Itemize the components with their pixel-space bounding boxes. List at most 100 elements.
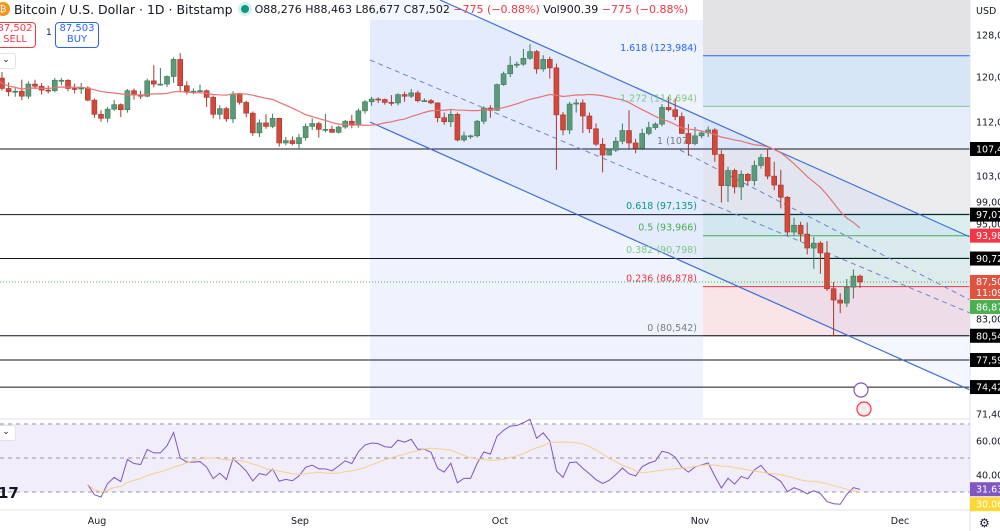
price-tag-bg [970, 274, 1000, 299]
candle [381, 99, 388, 103]
price-axis-label: 128,0 [976, 31, 1000, 42]
fib-zone [703, 286, 970, 336]
price-axis-label: 71,40 [976, 409, 1000, 420]
candle [223, 108, 230, 120]
candle [12, 90, 18, 93]
moving-average-line [0, 80, 861, 229]
fib-extension-left-area [370, 20, 703, 418]
candle [711, 129, 718, 155]
price-tag-bg [970, 353, 1000, 368]
channel-upper-line[interactable] [439, 0, 971, 238]
price-axis-label: 112,0 [976, 117, 1000, 128]
price-tag: 77,59 [976, 356, 1000, 367]
fib-zone [703, 106, 970, 150]
sell-button[interactable]: 87,502 SELL [0, 22, 36, 48]
candle [250, 112, 256, 134]
bitcoin-icon: ₿ [0, 2, 10, 16]
candle [751, 165, 758, 181]
buy-price: 87,503 [59, 23, 95, 34]
price-tag: 107,4 [976, 145, 1000, 156]
candle [586, 115, 593, 130]
candle [395, 94, 401, 104]
collapse-indicators-chevron-icon[interactable]: ⌄ [0, 53, 16, 69]
last-price-tag: 87,50 [976, 277, 1000, 288]
candle [414, 92, 421, 101]
candle [322, 129, 329, 131]
rsi-tag-bg [970, 497, 1000, 512]
buy-label: BUY [66, 34, 88, 45]
candle [276, 118, 283, 144]
candle [672, 109, 679, 117]
candle [217, 108, 223, 115]
us-flag-economic-event-icon[interactable] [856, 401, 872, 417]
price-axis-label: 120,0 [976, 73, 1000, 84]
candle [810, 242, 817, 249]
volume-change-value: −775 (−0.88%) [601, 2, 689, 16]
symbol-title[interactable]: Bitcoin / U.S. Dollar · 1D · Bitstamp [14, 1, 233, 17]
price-tag-bg [970, 228, 1000, 243]
candle [652, 123, 659, 128]
candle [5, 88, 12, 93]
candle [678, 116, 685, 134]
price-tag-bg [970, 207, 1000, 222]
candle [388, 102, 395, 104]
candle [731, 170, 738, 188]
price-axis-label: 95,00 [976, 220, 1000, 231]
candle [797, 224, 804, 235]
fib-level-label: 0.236 (86,878) [626, 274, 697, 285]
candle [494, 84, 500, 111]
trade-quantity[interactable]: 1 [46, 28, 52, 38]
candle [157, 83, 164, 86]
market-status-dot [240, 5, 249, 13]
candle [51, 79, 58, 91]
price-tag-bg [970, 251, 1000, 266]
candle [256, 122, 263, 134]
candle [282, 140, 289, 144]
lightning-event-icon[interactable] [853, 382, 869, 398]
candle [645, 127, 652, 134]
candle [236, 93, 243, 103]
candle [573, 102, 580, 105]
candle [738, 173, 745, 188]
candle [104, 108, 111, 119]
candle [58, 79, 65, 82]
candle [665, 107, 672, 111]
sell-price: 87,502 [0, 23, 33, 34]
price-axis-label: 99,00 [976, 197, 1000, 208]
candle [32, 83, 38, 87]
candle [626, 130, 632, 144]
candle [164, 76, 170, 85]
candle [837, 299, 844, 304]
price-tag: 93,98 [976, 231, 1000, 242]
rsi-line [87, 418, 861, 505]
price-tag: 80,54 [976, 331, 1000, 342]
time-axis-label: Sep [291, 516, 309, 527]
price-tag: 90,72 [976, 254, 1000, 265]
channel-lower-line[interactable] [369, 121, 971, 391]
candle [441, 117, 448, 123]
candle [593, 128, 599, 145]
fib-level-label: 0 (80,542) [647, 323, 697, 334]
time-axis-label: Dec [891, 516, 909, 527]
candle [428, 100, 434, 104]
candle [500, 73, 507, 85]
time-axis-label: Nov [691, 516, 710, 527]
candle [764, 157, 771, 177]
candle [830, 288, 837, 301]
candle [619, 130, 626, 142]
candle [560, 114, 566, 131]
collapse-rsi-chevron-icon[interactable]: ⌄ [0, 425, 16, 441]
candle [230, 93, 236, 120]
candle [309, 123, 316, 127]
candle [843, 286, 850, 304]
candle [817, 242, 824, 254]
sell-label: SELL [3, 34, 27, 45]
candle [362, 101, 368, 112]
candle [118, 104, 124, 111]
candle [579, 102, 586, 117]
gear-icon[interactable]: ⚙ [979, 516, 990, 530]
fib-zone [703, 235, 970, 258]
candle [824, 252, 830, 290]
buy-button[interactable]: 87,503 BUY [55, 22, 99, 48]
